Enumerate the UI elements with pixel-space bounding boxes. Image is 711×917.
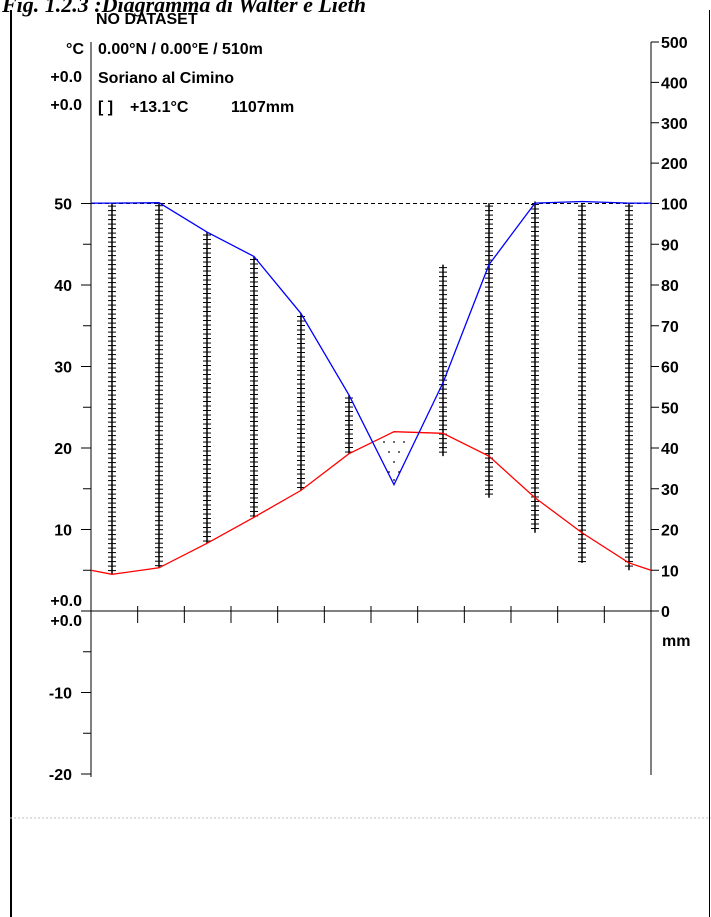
temperature-tick-label: -20 (49, 767, 72, 784)
temperature-tick-label: -10 (49, 686, 72, 703)
precipitation-tick-label: 300 (661, 116, 688, 133)
precipitation-tick-label: 60 (661, 360, 679, 377)
arid-period-dots (383, 441, 405, 481)
temp-unit-label: °C (66, 41, 84, 58)
arid-dot (398, 451, 400, 453)
coords-label: 0.00°N / 0.00°E / 510m (98, 41, 263, 58)
temperature-line (90, 431, 652, 575)
temperature-tick-label: 30 (54, 360, 72, 377)
station-label: Soriano al Cimino (98, 70, 234, 87)
axes (90, 42, 652, 777)
arid-dot (393, 479, 395, 481)
min-extreme-label: +0.0 (50, 613, 82, 630)
arid-dot (383, 441, 385, 443)
precipitation-tick-label: 0 (661, 604, 670, 621)
temperature-tick-label: 20 (54, 441, 72, 458)
arid-dot (393, 461, 395, 463)
min-mean-label: +0.0 (50, 593, 82, 610)
precipitation-tick-label: 200 (661, 156, 688, 173)
arid-dot (403, 441, 405, 443)
precipitation-tick-label: 100 (661, 197, 688, 214)
series-lines (90, 200, 652, 575)
dataset-label: NO DATASET (96, 11, 198, 28)
precipitation-tick-label: 500 (661, 35, 688, 52)
bracket-label: [ ] (98, 99, 113, 116)
month-ticks (90, 606, 652, 623)
precipitation-tick-label: 90 (661, 237, 679, 254)
temperature-tick-label: 40 (54, 278, 72, 295)
precipitation-tick-label: 20 (661, 523, 679, 540)
temperature-axis-ticks: 50 40 30 20 10 -10 -20 (49, 197, 91, 784)
chart-frame (10, 10, 710, 917)
arid-dot (393, 441, 395, 443)
max-mean-label: +0.0 (50, 97, 82, 114)
precipitation-tick-label: 50 (661, 400, 679, 417)
humid-period-hatching (108, 201, 633, 575)
temperature-tick-label: 50 (54, 197, 72, 214)
precipitation-tick-label: 400 (661, 75, 688, 92)
total-precip-label: 1107mm (231, 99, 294, 116)
precipitation-tick-label: 30 (661, 482, 679, 499)
precipitation-tick-label: 40 (661, 441, 679, 458)
mean-temp-label: +13.1°C (130, 99, 189, 116)
precipitation-tick-label: 80 (661, 278, 679, 295)
precip-unit-label: mm (662, 633, 690, 650)
arid-dot (388, 451, 390, 453)
precipitation-tick-label: 10 (661, 563, 679, 580)
precipitation-tick-label: 70 (661, 319, 679, 336)
precipitation-line (91, 200, 651, 487)
figure-caption: Fig. 1.2.3 :Diagramma di Walter e Lieth (2, 0, 367, 17)
temperature-tick-label: 10 (54, 523, 72, 540)
max-extreme-label: +0.0 (50, 69, 82, 86)
